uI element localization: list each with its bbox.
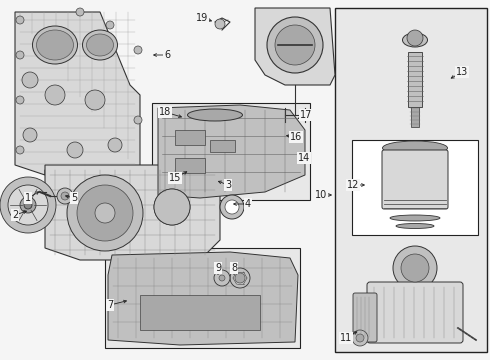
Text: 7: 7 [107, 300, 113, 310]
Text: 18: 18 [159, 107, 171, 117]
FancyBboxPatch shape [367, 282, 463, 343]
Circle shape [8, 185, 48, 225]
Text: 13: 13 [456, 67, 468, 77]
Text: 1: 1 [25, 193, 31, 203]
Circle shape [134, 116, 142, 124]
Polygon shape [255, 8, 335, 85]
Bar [210, 140, 235, 152]
Polygon shape [45, 165, 220, 260]
Text: 3: 3 [225, 180, 231, 190]
Text: 8: 8 [231, 263, 237, 273]
Circle shape [230, 268, 250, 288]
Circle shape [0, 177, 56, 233]
Circle shape [134, 46, 142, 54]
Text: 19: 19 [196, 13, 208, 23]
Circle shape [356, 334, 364, 342]
Circle shape [16, 146, 24, 154]
Ellipse shape [396, 224, 434, 229]
Ellipse shape [383, 141, 447, 155]
Ellipse shape [402, 33, 427, 47]
Circle shape [275, 25, 315, 65]
Circle shape [106, 21, 114, 29]
Polygon shape [108, 252, 298, 345]
Circle shape [225, 200, 239, 214]
Circle shape [352, 330, 368, 346]
Bar [140, 295, 260, 330]
Circle shape [57, 188, 73, 204]
Circle shape [16, 96, 24, 104]
Text: 10: 10 [315, 190, 327, 200]
Bar [335, 8, 487, 352]
Text: 4: 4 [245, 199, 251, 209]
Bar [175, 130, 205, 145]
Text: 11: 11 [340, 333, 352, 343]
Text: 2: 2 [12, 210, 18, 220]
Circle shape [393, 246, 437, 290]
Circle shape [76, 8, 84, 16]
Bar [411, 107, 419, 127]
Circle shape [67, 175, 143, 251]
Bar [105, 248, 300, 348]
Polygon shape [15, 12, 140, 175]
Circle shape [23, 128, 37, 142]
Bar [352, 140, 478, 235]
FancyBboxPatch shape [353, 293, 377, 342]
Circle shape [20, 197, 36, 213]
Circle shape [220, 195, 244, 219]
Ellipse shape [36, 30, 74, 60]
Circle shape [16, 16, 24, 24]
Ellipse shape [87, 34, 114, 56]
Circle shape [95, 203, 115, 223]
Text: 5: 5 [71, 193, 77, 203]
Text: 15: 15 [169, 173, 181, 183]
Bar [152, 103, 310, 200]
Circle shape [24, 201, 32, 209]
Circle shape [77, 185, 133, 241]
Circle shape [407, 30, 423, 46]
Ellipse shape [32, 26, 77, 64]
Circle shape [219, 275, 225, 281]
Circle shape [61, 192, 69, 200]
Circle shape [85, 90, 105, 110]
Text: 16: 16 [290, 132, 302, 142]
Circle shape [154, 189, 190, 225]
Ellipse shape [188, 109, 243, 121]
Circle shape [108, 138, 122, 152]
Circle shape [16, 51, 24, 59]
Text: 14: 14 [298, 153, 310, 163]
Text: 6: 6 [164, 50, 170, 60]
Circle shape [45, 85, 65, 105]
Bar [175, 158, 205, 173]
Circle shape [22, 72, 38, 88]
Ellipse shape [82, 30, 118, 60]
Text: 9: 9 [215, 263, 221, 273]
Text: 12: 12 [347, 180, 359, 190]
Circle shape [235, 273, 245, 283]
Ellipse shape [390, 215, 440, 221]
FancyBboxPatch shape [382, 150, 448, 209]
Circle shape [215, 19, 225, 29]
Text: 17: 17 [300, 110, 312, 120]
Circle shape [401, 254, 429, 282]
Circle shape [214, 270, 230, 286]
Circle shape [67, 142, 83, 158]
Polygon shape [158, 105, 305, 198]
Bar [408, 52, 422, 107]
Circle shape [267, 17, 323, 73]
